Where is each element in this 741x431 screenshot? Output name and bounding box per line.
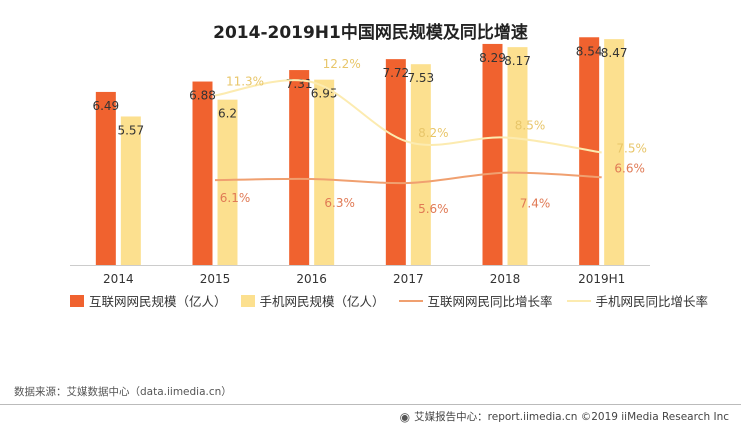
internet-bar-label-2017: 7.72 (382, 66, 409, 80)
x-tick-2016: 2016 (296, 272, 327, 286)
mobile-growth-label-2017: 8.2% (418, 126, 449, 140)
mobile-bar-label-2016: 6.95 (311, 87, 338, 101)
internet-growth-label-2017: 5.6% (418, 202, 449, 216)
legend-item-internet-users: 互联网网民规模（亿人） (70, 291, 227, 310)
internet-bar-label-2018: 8.29 (479, 51, 506, 65)
legend-item-internet-growth: 互联网网民同比增长率 (398, 291, 553, 310)
mobile-bar-2019H1 (604, 39, 625, 266)
source-note: 数据来源：艾媒数据中心（data.iimedia.cn） (14, 386, 232, 398)
x-tick-2014: 2014 (103, 272, 134, 286)
mobile-growth-label-2019H1: 7.5% (616, 142, 647, 156)
legend: 互联网网民规模（亿人） 手机网民规模（亿人） 互联网网民同比增长率 手机网民同比… (70, 291, 722, 310)
internet-growth-label-2015: 6.1% (220, 191, 251, 205)
mobile-bar-2016 (314, 79, 335, 266)
legend-swatch-mobile-growth (566, 299, 591, 302)
legend-label-mobile-users: 手机网民规模（亿人） (259, 294, 385, 309)
internet-bar-2015 (192, 81, 213, 266)
legend-swatch-internet-users (70, 294, 84, 307)
mobile-bar-2018 (507, 47, 528, 266)
mobile-bar-2015 (217, 99, 238, 266)
x-tick-2019H1: 2019H1 (578, 272, 625, 286)
legend-swatch-mobile-users (240, 294, 255, 307)
footer: ◉ 艾媒报告中心：report.iimedia.cn ©2019 iiMedia… (400, 409, 729, 424)
internet-bar-2017 (385, 59, 406, 266)
mobile-bar-label-2014: 5.57 (117, 123, 144, 137)
internet-bar-2018 (482, 43, 503, 265)
internet-growth-label-2019H1: 6.6% (614, 161, 645, 175)
internet-growth-label-2018: 7.4% (520, 197, 551, 211)
internet-bar-2014 (95, 91, 116, 265)
mobile-growth-label-2018: 8.5% (515, 119, 546, 133)
legend-label-internet-users: 互联网网民规模（亿人） (89, 294, 227, 309)
mobile-bar-label-2019H1: 8.47 (601, 46, 628, 60)
mobile-bar-2014 (120, 116, 141, 265)
internet-growth-label-2016: 6.3% (324, 196, 355, 210)
iimedia-logo-icon: ◉ (399, 409, 411, 424)
chart-title: 2014-2019H1中国网民规模及同比增速 (213, 23, 528, 43)
mobile-bar-label-2018: 8.17 (504, 54, 531, 68)
mobile-growth-label-2016: 12.2% (323, 57, 361, 71)
legend-item-mobile-growth: 手机网民同比增长率 (566, 291, 709, 310)
mobile-growth-line (214, 79, 602, 154)
legend-swatch-internet-growth (398, 299, 423, 302)
mobile-growth-label-2015: 11.3% (226, 75, 264, 89)
legend-label-internet-growth: 互联网网民同比增长率 (427, 294, 553, 309)
internet-bar-label-2019H1: 8.54 (576, 44, 603, 58)
internet-bar-label-2016: 7.31 (286, 77, 313, 91)
footer-text: 艾媒报告中心：report.iimedia.cn ©2019 iiMedia R… (414, 411, 729, 423)
x-tick-2018: 2018 (490, 272, 521, 286)
internet-growth-line (214, 171, 602, 185)
mobile-bar-2017 (410, 64, 431, 265)
internet-bar-label-2014: 6.49 (92, 99, 119, 113)
x-tick-2015: 2015 (200, 272, 231, 286)
internet-bar-label-2015: 6.88 (189, 89, 216, 103)
footer-divider (0, 404, 741, 405)
legend-item-mobile-users: 手机网民规模（亿人） (240, 291, 385, 310)
internet-bar-2016 (289, 70, 310, 265)
mobile-bar-label-2017: 7.53 (407, 71, 434, 85)
mobile-bar-label-2015: 6.2 (218, 107, 237, 121)
x-tick-2017: 2017 (393, 272, 424, 286)
legend-label-mobile-growth: 手机网民同比增长率 (595, 294, 709, 309)
